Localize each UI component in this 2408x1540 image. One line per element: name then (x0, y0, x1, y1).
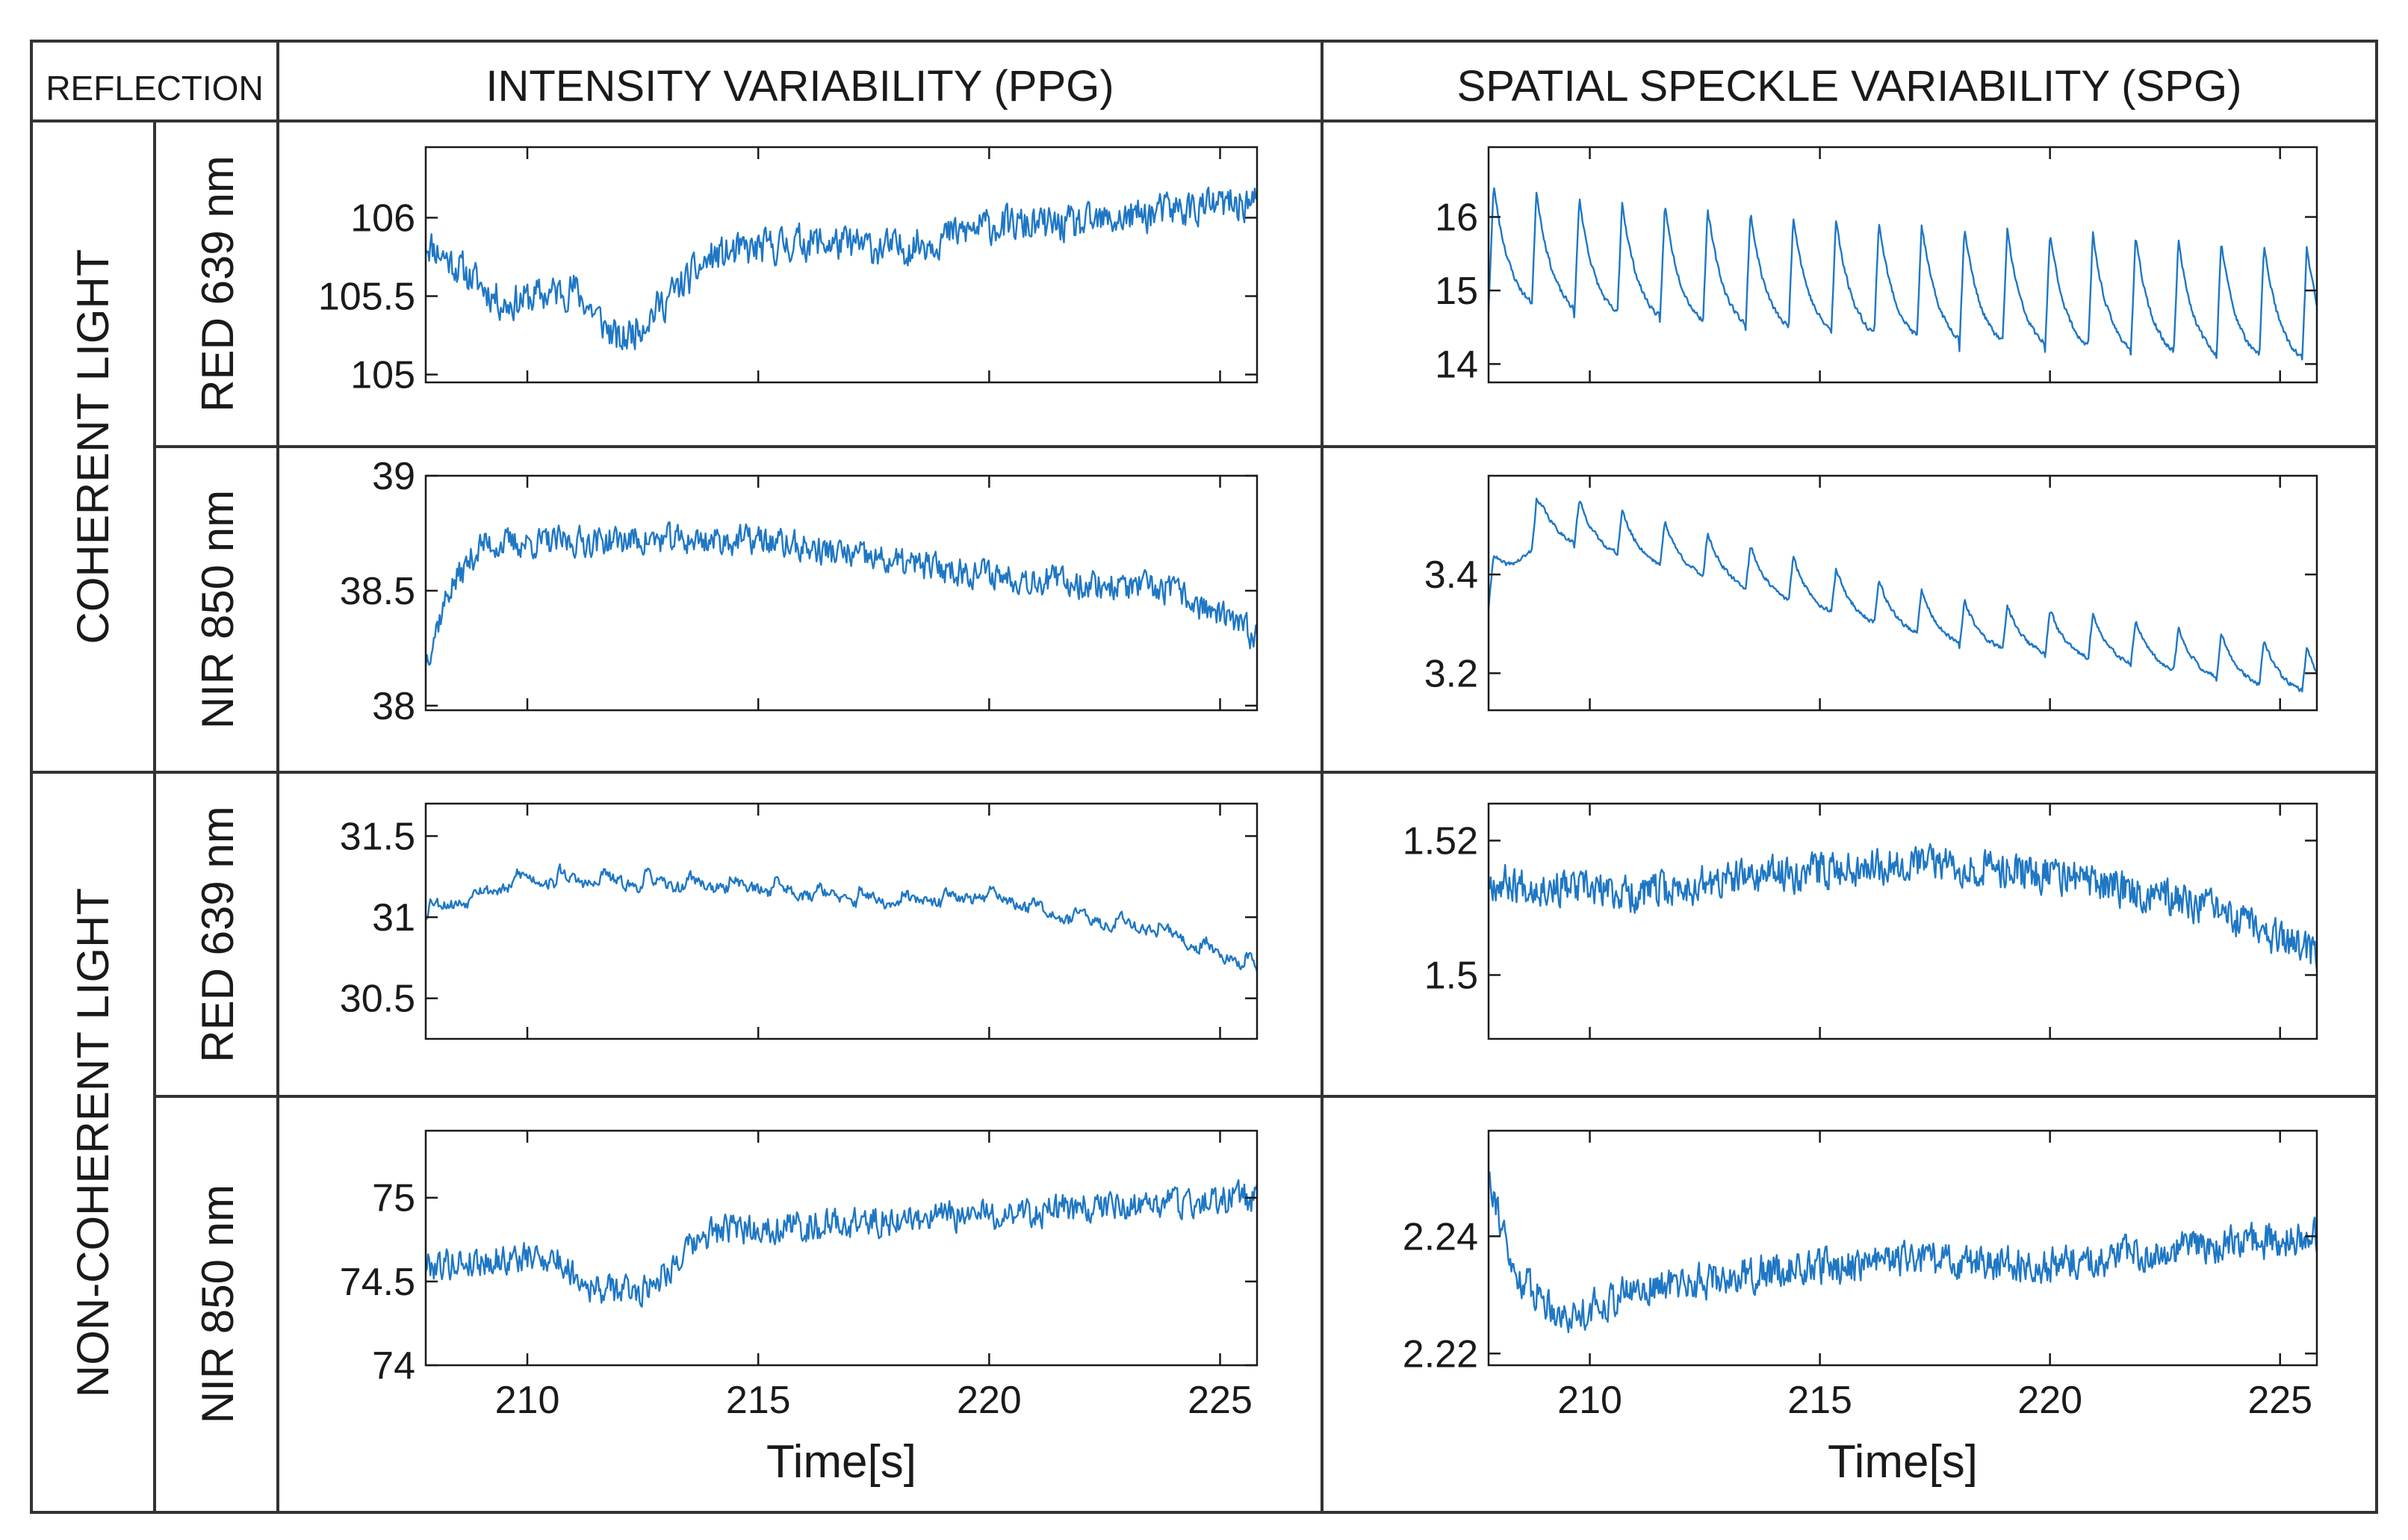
plot-coh-red-ppg: 105 105.5 106 (318, 146, 1259, 397)
series-line (426, 863, 1257, 972)
y-tick-label: 30.5 (340, 978, 415, 1021)
y-tick-label: 15 (1435, 270, 1478, 313)
group-label-coherent: COHERENT LIGHT (68, 249, 118, 645)
axes-frame (424, 1129, 1259, 1367)
y-tick-label: 39 (372, 455, 415, 498)
x-tick-label: 215 (726, 1379, 791, 1422)
x-tick-label: 220 (957, 1379, 1022, 1422)
x-tick-label: 225 (2247, 1379, 2312, 1422)
y-tick-label: 3.2 (1424, 652, 1478, 695)
row-label-noncoh-red: RED 639 nm (193, 806, 243, 1062)
x-tick-label: 210 (495, 1379, 560, 1422)
y-tick-label: 31 (372, 896, 415, 940)
y-tick-label: 74 (372, 1344, 415, 1388)
row-label-noncoh-nir: NIR 850 nm (193, 1185, 243, 1423)
series-line (1489, 1171, 2317, 1334)
axes-frame (1487, 802, 2318, 1040)
axes-frame (1487, 474, 2318, 712)
y-tick-label: 31.5 (340, 815, 415, 858)
axes-frame (424, 146, 1259, 384)
table-outer-border (30, 40, 2378, 1514)
axes-frame (1487, 146, 2318, 384)
y-tick-label: 1.5 (1424, 954, 1478, 998)
plot-coh-nir-spg: 3.2 3.4 (1424, 474, 2318, 712)
y-tick-label: 105.5 (318, 276, 415, 319)
x-tick-label: 225 (1188, 1379, 1253, 1422)
axes-frame (1487, 1129, 2318, 1367)
series-line (1489, 842, 2317, 971)
row-label-coh-red: RED 639 nm (193, 155, 243, 412)
plot-noncoh-nir-spg: 2.22 2.24 210 215 220 225 Time[s] (1403, 1129, 2318, 1488)
y-tick-label: 16 (1435, 196, 1478, 240)
axes-frame (424, 802, 1259, 1040)
y-tick-label: 38.5 (340, 570, 415, 613)
series-line (1489, 497, 2317, 693)
y-tick-label: 1.52 (1403, 820, 1478, 863)
plot-noncoh-nir-ppg: 74 74.5 75 210 215 220 225 Time[s] (340, 1129, 1259, 1488)
y-tick-label: 74.5 (340, 1261, 415, 1304)
plot-coh-nir-ppg: 38 38.5 39 (340, 455, 1259, 728)
y-tick-label: 2.24 (1403, 1215, 1478, 1258)
plot-noncoh-red-ppg: 30.5 31 31.5 (340, 802, 1259, 1040)
x-axis-label: Time[s] (766, 1436, 916, 1488)
header-ppg: INTENSITY VARIABILITY (PPG) (485, 62, 1114, 111)
y-tick-label: 105 (350, 354, 415, 397)
y-tick-label: 106 (350, 197, 415, 240)
plot-coh-red-spg: 14 15 16 (1435, 146, 2318, 386)
series-line (1489, 187, 2317, 361)
x-tick-label: 220 (2017, 1379, 2082, 1422)
y-tick-label: 75 (372, 1177, 415, 1220)
group-label-noncoherent: NON-COHERENT LIGHT (68, 888, 118, 1397)
y-tick-label: 2.22 (1403, 1332, 1478, 1376)
plots: 105 105.5 106 14 15 16 38 38.5 39 3.2 3.4 30.5 31 31.… (318, 146, 2318, 1488)
y-tick-label: 3.4 (1424, 553, 1478, 597)
series-line (426, 521, 1257, 667)
axes-frame (424, 474, 1259, 712)
y-tick-label: 14 (1435, 343, 1478, 386)
x-tick-label: 210 (1557, 1379, 1622, 1422)
header-corner: REFLECTION (46, 69, 263, 108)
x-tick-label: 215 (1787, 1379, 1852, 1422)
plot-noncoh-red-spg: 1.5 1.52 (1403, 802, 2318, 1040)
header-spg: SPATIAL SPECKLE VARIABILITY (SPG) (1457, 62, 2242, 111)
table-grid (30, 40, 2378, 1514)
y-tick-label: 38 (372, 685, 415, 728)
series-line (426, 1179, 1257, 1308)
row-label-coh-nir: NIR 850 nm (193, 490, 243, 729)
series-line (426, 186, 1257, 350)
x-axis-label: Time[s] (1828, 1436, 1978, 1488)
